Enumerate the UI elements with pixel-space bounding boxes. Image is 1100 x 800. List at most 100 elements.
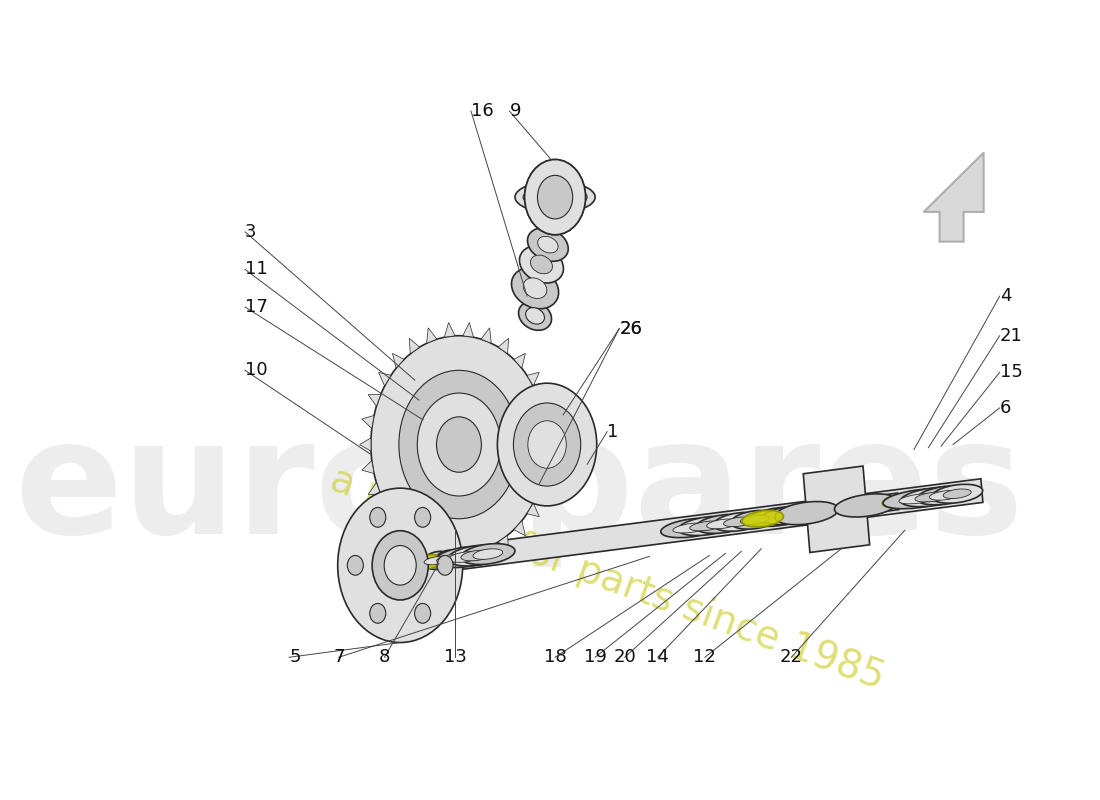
Polygon shape — [481, 328, 492, 343]
Text: 1: 1 — [607, 422, 618, 441]
Text: 17: 17 — [245, 298, 268, 316]
Ellipse shape — [522, 186, 587, 208]
Circle shape — [437, 555, 453, 575]
Text: 9: 9 — [509, 102, 521, 120]
Ellipse shape — [930, 490, 961, 500]
Polygon shape — [514, 354, 526, 368]
Polygon shape — [537, 482, 550, 494]
Ellipse shape — [461, 544, 515, 565]
Text: 16: 16 — [471, 102, 494, 120]
Ellipse shape — [422, 551, 454, 570]
Ellipse shape — [761, 505, 825, 525]
Circle shape — [543, 183, 566, 211]
Ellipse shape — [412, 554, 443, 569]
Ellipse shape — [473, 549, 503, 559]
Text: 10: 10 — [245, 362, 267, 379]
Text: 7: 7 — [333, 648, 344, 666]
Text: 19: 19 — [584, 648, 606, 666]
Polygon shape — [393, 354, 404, 368]
Text: 12: 12 — [693, 648, 716, 666]
Text: 11: 11 — [245, 260, 267, 278]
Ellipse shape — [915, 492, 950, 502]
Ellipse shape — [916, 486, 974, 505]
Ellipse shape — [449, 551, 482, 562]
Ellipse shape — [526, 308, 544, 324]
Ellipse shape — [524, 278, 547, 298]
Circle shape — [538, 175, 573, 219]
Circle shape — [535, 172, 575, 222]
Ellipse shape — [437, 554, 462, 563]
Ellipse shape — [679, 516, 736, 535]
Ellipse shape — [425, 556, 453, 565]
Polygon shape — [362, 461, 374, 474]
Circle shape — [525, 159, 585, 234]
Ellipse shape — [943, 489, 971, 498]
Polygon shape — [803, 466, 870, 553]
Ellipse shape — [538, 236, 558, 253]
Polygon shape — [399, 478, 983, 577]
Polygon shape — [427, 546, 437, 562]
Ellipse shape — [774, 502, 838, 525]
Circle shape — [514, 403, 581, 486]
Circle shape — [528, 421, 566, 468]
Ellipse shape — [883, 489, 954, 509]
Text: 21: 21 — [1000, 326, 1023, 345]
Circle shape — [525, 159, 585, 234]
Text: 20: 20 — [614, 648, 636, 666]
Polygon shape — [463, 322, 473, 337]
Ellipse shape — [696, 514, 750, 534]
Polygon shape — [393, 521, 404, 536]
Circle shape — [497, 383, 596, 506]
Circle shape — [437, 417, 482, 472]
Circle shape — [372, 530, 428, 600]
Ellipse shape — [932, 484, 982, 503]
Ellipse shape — [448, 545, 505, 566]
Circle shape — [348, 555, 363, 575]
Circle shape — [415, 507, 430, 527]
Text: 6: 6 — [1000, 399, 1011, 417]
Ellipse shape — [835, 494, 899, 517]
Ellipse shape — [436, 546, 496, 567]
Text: 26: 26 — [619, 320, 642, 338]
Ellipse shape — [740, 515, 769, 525]
Ellipse shape — [690, 521, 724, 531]
Ellipse shape — [519, 246, 563, 283]
Text: 13: 13 — [443, 648, 466, 666]
Polygon shape — [547, 438, 559, 451]
Ellipse shape — [730, 510, 779, 529]
Ellipse shape — [518, 302, 551, 330]
Ellipse shape — [673, 523, 710, 533]
Polygon shape — [543, 415, 557, 429]
Ellipse shape — [882, 494, 922, 508]
Polygon shape — [527, 503, 539, 517]
Circle shape — [417, 393, 500, 496]
Ellipse shape — [713, 512, 764, 531]
Text: 15: 15 — [1000, 363, 1023, 382]
Polygon shape — [368, 482, 381, 494]
Ellipse shape — [461, 550, 493, 561]
Ellipse shape — [512, 267, 559, 309]
Ellipse shape — [436, 550, 464, 568]
Circle shape — [384, 546, 416, 585]
Polygon shape — [481, 546, 492, 562]
Circle shape — [370, 603, 386, 623]
Text: 22: 22 — [780, 648, 803, 666]
Polygon shape — [368, 394, 381, 406]
Text: 4: 4 — [1000, 287, 1011, 305]
Polygon shape — [537, 394, 550, 406]
Text: a passion for parts since 1985: a passion for parts since 1985 — [324, 460, 890, 696]
Circle shape — [370, 507, 386, 527]
Polygon shape — [527, 373, 539, 386]
Ellipse shape — [899, 494, 937, 504]
Polygon shape — [924, 153, 983, 242]
Polygon shape — [378, 373, 390, 386]
Ellipse shape — [742, 510, 783, 527]
Polygon shape — [514, 521, 526, 536]
Polygon shape — [398, 544, 427, 583]
Circle shape — [338, 488, 463, 642]
Polygon shape — [866, 493, 899, 514]
Ellipse shape — [901, 487, 965, 506]
Text: 8: 8 — [378, 648, 390, 666]
Ellipse shape — [747, 507, 811, 526]
Circle shape — [371, 336, 547, 554]
